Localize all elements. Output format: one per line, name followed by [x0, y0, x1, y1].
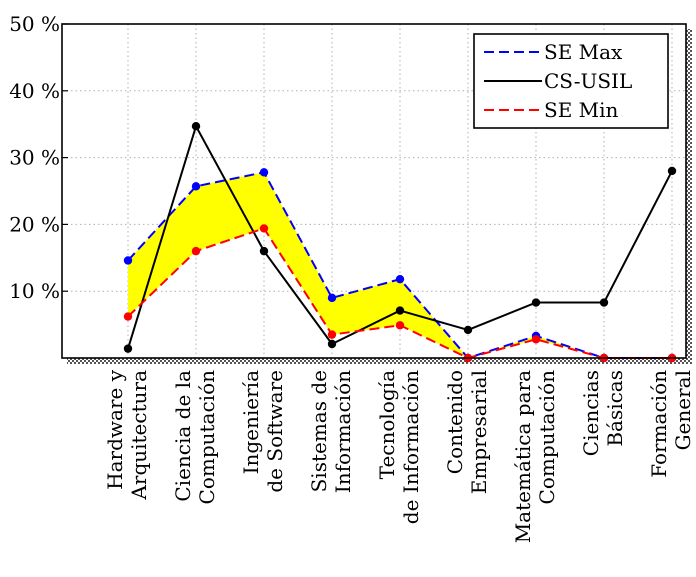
x-category-label: Matemática para Computación [511, 370, 559, 543]
x-category-line: Información [331, 370, 355, 493]
legend-label-se-min: SE Min [544, 98, 619, 122]
point-se-max [327, 293, 337, 303]
plot-frame [61, 23, 687, 359]
x-category-label: Formación General [647, 370, 695, 478]
shadow-bottom [67, 358, 691, 364]
point-se-max [395, 274, 405, 284]
point-se-max [259, 168, 269, 177]
x-category-line: de Software [263, 370, 287, 493]
y-tick-label: 50 % [9, 12, 60, 36]
point-cs-usil [259, 246, 269, 256]
point-cs-usil [395, 306, 405, 315]
x-category-line: Matemática para [511, 370, 535, 543]
x-category-line: Computación [195, 370, 219, 505]
y-tick-label: 30 % [9, 146, 60, 170]
x-category-line: Empresarial [467, 370, 491, 494]
plot-shadow [67, 29, 692, 364]
x-category-label: Hardware y Arquitectura [103, 369, 151, 500]
x-category-label: Ciencias Básicas [579, 370, 627, 456]
point-se-max [123, 256, 133, 265]
legend-label-cs-usil: CS-USIL [544, 69, 632, 93]
point-se-min [327, 330, 337, 339]
x-category-line: Hardware y [103, 369, 127, 490]
point-se-max [191, 182, 201, 191]
min-max-band [128, 172, 672, 358]
point-cs-usil [599, 298, 609, 307]
x-category-line: Ciencias [579, 370, 603, 456]
x-category-label: Tecnología de Información [375, 370, 423, 524]
x-category-label: Sistemas de Información [307, 370, 355, 493]
x-category-line: Ciencia de la [171, 370, 195, 502]
legend: SE Max CS-USIL SE Min [473, 33, 669, 129]
point-cs-usil [123, 344, 133, 353]
x-category-line: General [671, 370, 695, 450]
x-category-line: Contenido [443, 370, 467, 474]
point-se-min [191, 246, 201, 256]
series-layer [123, 122, 677, 363]
x-category-line: Ingeniería [239, 370, 263, 474]
y-tick-label: 20 % [9, 212, 60, 236]
point-se-min [259, 224, 269, 233]
x-category-label: Ingeniería de Software [239, 370, 287, 493]
legend-label-se-max: SE Max [544, 40, 623, 64]
shadow-right [686, 29, 692, 364]
point-cs-usil [667, 166, 677, 176]
y-tick-label: 10 % [9, 279, 60, 303]
y-tick-label: 40 % [9, 79, 60, 103]
point-se-min [531, 335, 541, 344]
point-cs-usil [327, 339, 337, 349]
x-category-line: Arquitectura [127, 370, 151, 501]
point-se-min [395, 321, 405, 330]
x-category-line: Computación [535, 370, 559, 505]
x-category-line: Básicas [603, 370, 627, 447]
band-fill [128, 172, 672, 358]
x-category-line: Formación [647, 370, 671, 478]
point-cs-usil [191, 122, 201, 131]
point-cs-usil [531, 298, 541, 307]
x-category-line: Sistemas de [307, 370, 331, 492]
y-axis-ticks: 10 % 20 % 30 % 40 % 50 % [9, 12, 68, 303]
point-cs-usil [463, 325, 473, 335]
x-axis-labels: Hardware y Arquitectura Ciencia de la Compu… [103, 369, 695, 543]
x-category-line: de Información [399, 370, 423, 524]
x-category-label: Ciencia de la Computación [171, 370, 219, 505]
point-se-min [123, 312, 133, 321]
x-category-label: Contenido Empresarial [443, 370, 491, 494]
x-category-line: Tecnología [375, 370, 399, 479]
